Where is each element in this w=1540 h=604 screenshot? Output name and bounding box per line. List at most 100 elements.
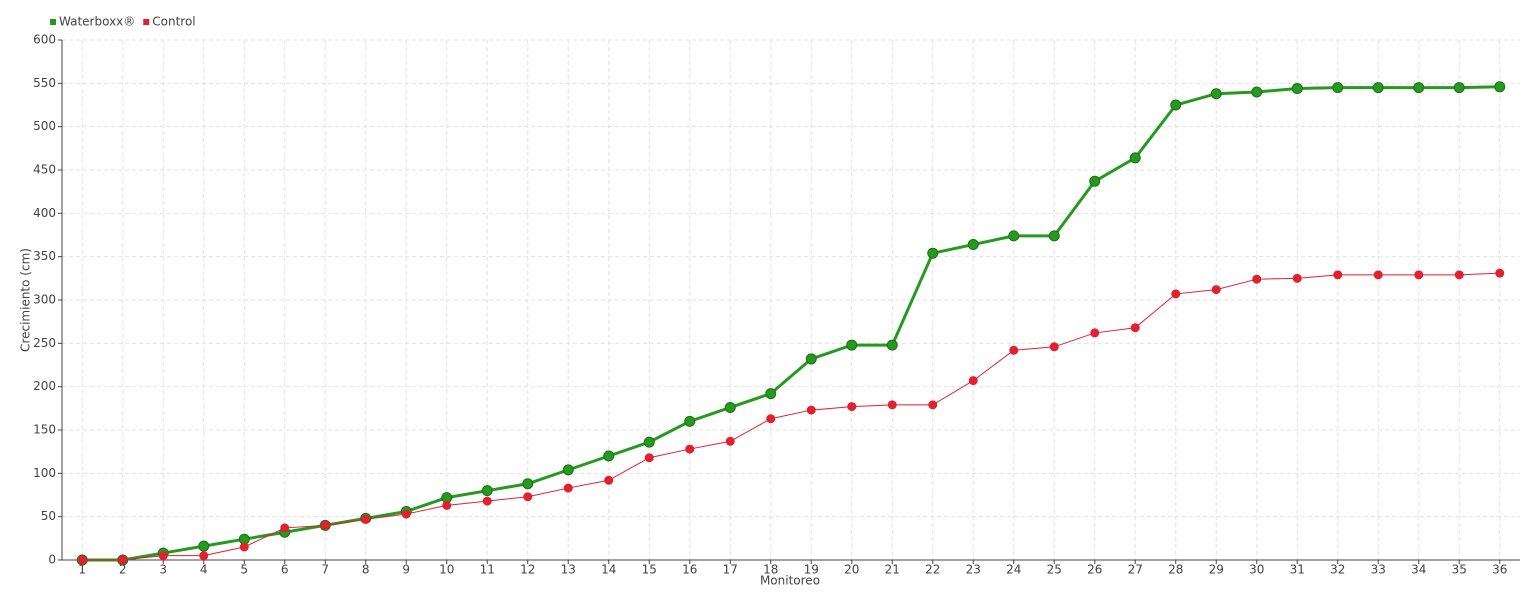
data-point — [1089, 175, 1101, 187]
data-point — [1332, 82, 1344, 94]
data-point — [1211, 285, 1221, 295]
x-tick-label: 33 — [1371, 563, 1386, 577]
x-tick-label: 24 — [1006, 563, 1021, 577]
x-tick-label: 23 — [966, 563, 981, 577]
y-tick-label: 200 — [33, 379, 56, 393]
x-tick-label: 29 — [1209, 563, 1224, 577]
y-tick-label: 600 — [33, 33, 56, 47]
data-point — [239, 542, 249, 552]
x-tick-label: 3 — [159, 563, 167, 577]
legend-swatch — [50, 19, 56, 25]
y-tick-label: 550 — [33, 76, 56, 90]
x-tick-label: 7 — [321, 563, 329, 577]
y-axis-label: Crecimiento (cm) — [19, 248, 33, 352]
data-point — [1373, 270, 1383, 280]
data-point — [1494, 81, 1506, 93]
x-tick-label: 1 — [78, 563, 86, 577]
data-point — [927, 247, 939, 259]
x-tick-label: 10 — [439, 563, 454, 577]
data-point — [846, 339, 858, 351]
x-tick-label: 36 — [1492, 563, 1507, 577]
data-point — [724, 401, 736, 413]
data-point — [603, 450, 615, 462]
x-tick-label: 34 — [1411, 563, 1426, 577]
data-point — [1171, 289, 1181, 299]
data-point — [805, 353, 817, 365]
data-point — [361, 514, 371, 524]
data-point — [1049, 342, 1059, 352]
x-tick-label: 25 — [1047, 563, 1062, 577]
x-tick-label: 21 — [885, 563, 900, 577]
x-tick-label: 27 — [1128, 563, 1143, 577]
data-point — [482, 496, 492, 506]
x-tick-label: 20 — [844, 563, 859, 577]
x-tick-label: 16 — [682, 563, 697, 577]
data-point — [1454, 270, 1464, 280]
data-point — [886, 339, 898, 351]
data-point — [725, 436, 735, 446]
data-point — [1333, 270, 1343, 280]
x-tick-label: 19 — [804, 563, 819, 577]
y-tick-label: 300 — [33, 293, 56, 307]
data-point — [280, 523, 290, 533]
y-tick-label: 150 — [33, 423, 56, 437]
x-tick-label: 30 — [1249, 563, 1264, 577]
data-point — [887, 400, 897, 410]
x-tick-label: 2 — [119, 563, 127, 577]
x-tick-label: 6 — [281, 563, 289, 577]
data-point — [1413, 82, 1425, 94]
y-tick-label: 250 — [33, 336, 56, 350]
data-point — [562, 464, 574, 476]
data-point — [806, 405, 816, 415]
x-tick-label: 18 — [763, 563, 778, 577]
x-tick-label: 32 — [1330, 563, 1345, 577]
data-point — [1170, 99, 1182, 111]
data-point — [481, 485, 493, 497]
data-point — [1495, 268, 1505, 278]
data-point — [928, 400, 938, 410]
data-point — [604, 475, 614, 485]
data-point — [522, 478, 534, 490]
data-point — [523, 492, 533, 502]
x-tick-label: 17 — [723, 563, 738, 577]
x-tick-label: 14 — [601, 563, 616, 577]
data-point — [320, 520, 330, 530]
data-point — [1129, 152, 1141, 164]
data-point — [685, 444, 695, 454]
data-point — [1048, 230, 1060, 242]
data-point — [1252, 274, 1262, 284]
series-line — [82, 85, 1500, 562]
data-point — [1009, 345, 1019, 355]
data-point — [766, 414, 776, 424]
x-tick-label: 26 — [1087, 563, 1102, 577]
y-tick-label: 0 — [48, 553, 56, 567]
x-tick-label: 35 — [1452, 563, 1467, 577]
x-tick-label: 28 — [1168, 563, 1183, 577]
data-point — [199, 551, 209, 561]
series-line — [82, 272, 1500, 561]
data-point — [684, 415, 696, 427]
x-tick-label: 12 — [520, 563, 535, 577]
data-point — [1210, 88, 1222, 100]
data-point — [563, 483, 573, 493]
data-point — [1130, 323, 1140, 333]
y-tick-label: 400 — [33, 206, 56, 220]
x-tick-label: 31 — [1290, 563, 1305, 577]
data-point — [1251, 86, 1263, 98]
data-point — [1414, 270, 1424, 280]
legend-label: Waterboxx® — [59, 15, 135, 29]
legend-label: Control — [152, 15, 195, 29]
x-tick-label: 15 — [642, 563, 657, 577]
x-tick-label: 4 — [200, 563, 208, 577]
y-tick-label: 100 — [33, 466, 56, 480]
data-point — [77, 555, 87, 565]
x-axis-label: Monitoreo — [760, 574, 820, 588]
data-point — [198, 540, 210, 552]
x-tick-label: 11 — [480, 563, 495, 577]
data-point — [967, 239, 979, 251]
data-point — [158, 551, 168, 561]
data-point — [442, 500, 452, 510]
data-point — [1372, 82, 1384, 94]
x-tick-label: 9 — [402, 563, 410, 577]
